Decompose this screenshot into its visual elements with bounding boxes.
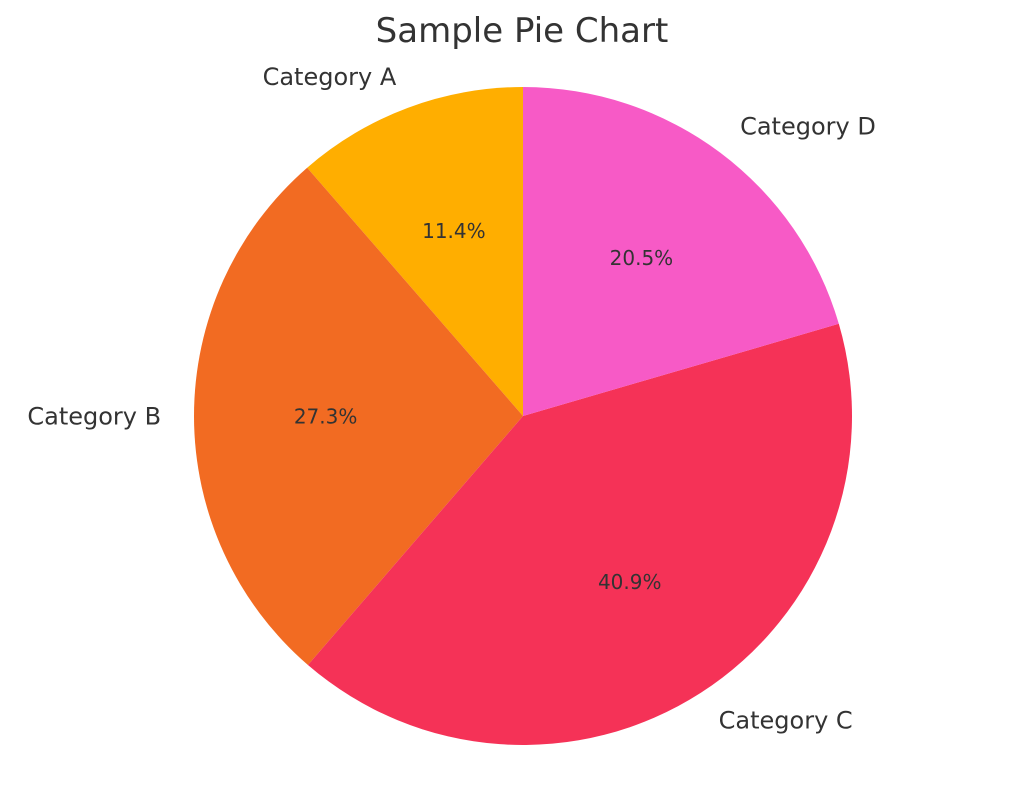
- category-label-category-c: Category C: [719, 706, 853, 734]
- pie-slice-category-c: [307, 323, 852, 746]
- percent-label-category-d: 20.5%: [610, 246, 674, 270]
- category-label-category-a: Category A: [263, 63, 397, 91]
- category-label-category-d: Category D: [740, 112, 876, 140]
- slices-group: [194, 87, 852, 746]
- percent-labels-group: 11.4% 27.3% 40.9% 20.5%: [294, 219, 673, 594]
- category-label-category-b: Category B: [27, 403, 161, 431]
- pie-slice-category-a: [307, 87, 523, 416]
- pie-slice-category-b: [194, 167, 524, 665]
- pie-slice-category-d: [523, 87, 839, 416]
- percent-label-category-a: 11.4%: [422, 219, 486, 243]
- percent-label-category-b: 27.3%: [294, 404, 358, 428]
- chart-title: Sample Pie Chart: [376, 11, 669, 51]
- percent-label-category-c: 40.9%: [598, 570, 662, 594]
- category-labels-group: Category A Category B Category C Category D: [27, 63, 875, 734]
